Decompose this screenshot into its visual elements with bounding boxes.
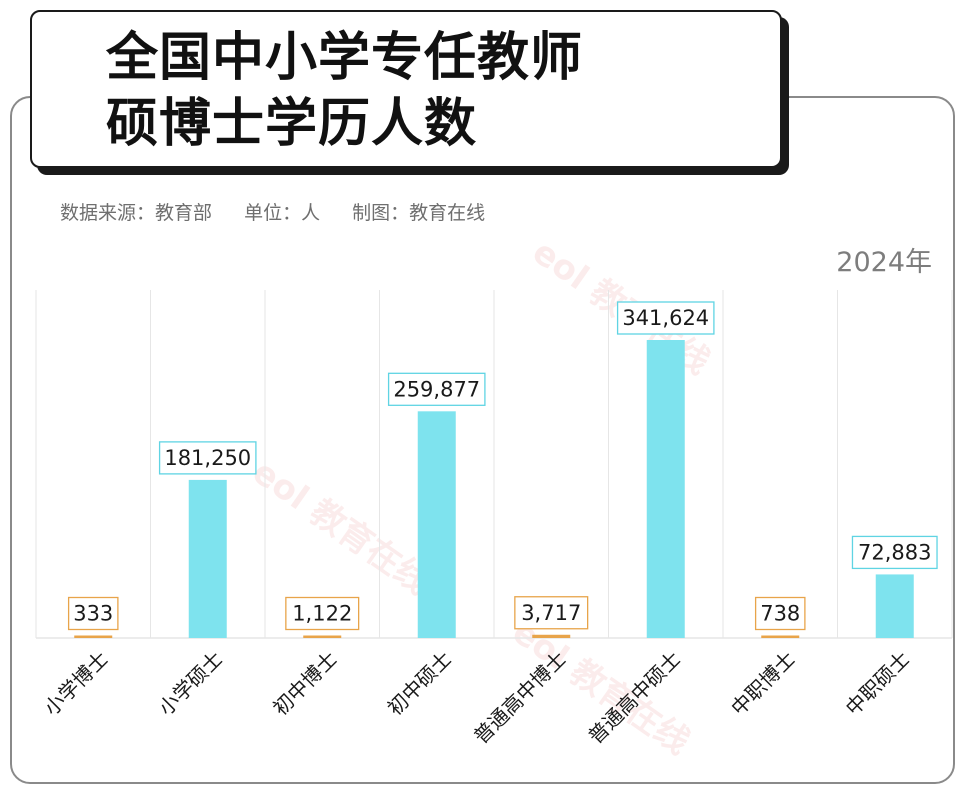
data-label-box bbox=[158, 441, 257, 475]
page-title-line-1: 全国中小学专任教师 bbox=[106, 28, 584, 88]
category-label: 普通高中硕士 bbox=[583, 647, 685, 749]
title-box: 全国中小学专任教师 硕博士学历人数 bbox=[30, 10, 782, 168]
data-label: 259,877 bbox=[393, 377, 480, 401]
data-label-box bbox=[754, 596, 806, 631]
data-label: 333 bbox=[73, 602, 113, 626]
source-text: 数据来源：教育部 bbox=[60, 202, 213, 224]
data-label-box bbox=[67, 596, 119, 631]
data-label: 3,717 bbox=[521, 601, 581, 625]
data-label-box bbox=[387, 372, 486, 406]
chart-meta: 数据来源：教育部 单位：人 制图：教育在线 bbox=[60, 198, 511, 225]
data-label-box bbox=[285, 596, 360, 631]
category-label: 中职硕士 bbox=[841, 647, 915, 721]
data-label: 181,250 bbox=[164, 446, 251, 470]
data-label: 341,624 bbox=[622, 306, 709, 330]
bar bbox=[761, 635, 800, 638]
chart-card bbox=[10, 96, 955, 784]
bar bbox=[74, 635, 113, 638]
category-label: 中职博士 bbox=[726, 647, 800, 721]
data-label-box bbox=[616, 301, 715, 335]
bar bbox=[875, 574, 914, 638]
data-label: 72,883 bbox=[858, 540, 931, 564]
data-label: 738 bbox=[760, 602, 800, 626]
category-label: 初中硕士 bbox=[383, 647, 457, 721]
data-label-box bbox=[514, 596, 589, 630]
bar bbox=[417, 411, 456, 638]
year-label: 2024年 bbox=[836, 247, 932, 278]
bar bbox=[303, 635, 342, 638]
unit-text: 单位：人 bbox=[244, 202, 321, 224]
category-label: 小学硕士 bbox=[154, 647, 228, 721]
bar bbox=[188, 479, 227, 638]
data-label: 1,122 bbox=[292, 602, 352, 626]
producer-text: 制图：教育在线 bbox=[352, 202, 486, 224]
category-label: 小学博士 bbox=[39, 647, 113, 721]
bar bbox=[532, 634, 571, 638]
bar bbox=[646, 340, 685, 638]
page-title-line-2: 硕博士学历人数 bbox=[106, 94, 478, 154]
category-label: 初中博士 bbox=[268, 647, 342, 721]
data-label-box bbox=[851, 535, 938, 570]
category-label: 普通高中博士 bbox=[469, 647, 571, 749]
